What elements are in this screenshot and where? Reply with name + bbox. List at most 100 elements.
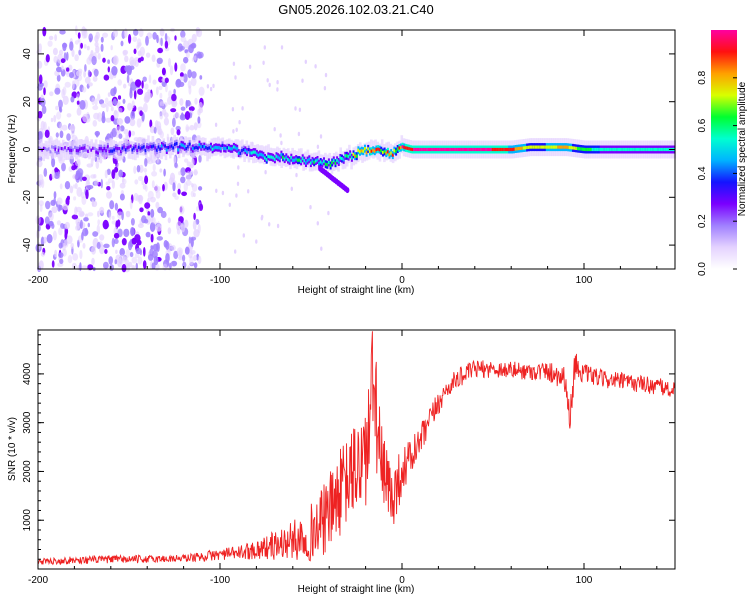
spectrogram-noise-speckle: [156, 57, 163, 64]
spectrogram-noise-speckle: [47, 40, 53, 47]
spectrogram-ridge-core: [503, 147, 506, 152]
spectrogram-ridge-core: [164, 144, 167, 148]
spectrogram-ridge-core: [537, 145, 540, 149]
spectrogram-noise-speckle: [102, 219, 109, 230]
spectrogram-noise-speckle: [263, 45, 266, 50]
spectrogram-ridge-core: [454, 147, 457, 152]
spectrogram-noise-speckle: [105, 103, 109, 113]
spectrogram-noise-speckle: [114, 202, 119, 211]
spectrogram-noise-speckle: [76, 222, 80, 230]
spectrogram-ridge-core: [298, 158, 301, 162]
spectrogram-noise-speckle: [66, 71, 70, 78]
spectrogram-noise-speckle: [76, 93, 80, 100]
spectrogram-ridge-core: [386, 150, 389, 154]
spectrogram-noise-speckle: [99, 206, 105, 214]
spectrogram-ridge-core: [88, 146, 91, 150]
spectrogram-noise-speckle: [93, 68, 99, 77]
spectrogram-noise-speckle: [167, 217, 171, 224]
spectrogram-noise-speckle: [104, 249, 108, 254]
spectrogram-ridge-core: [247, 148, 250, 152]
spectrogram-noise-speckle: [174, 62, 178, 72]
spectrogram-noise-speckle: [74, 182, 78, 190]
spectrogram-ridge-core: [141, 146, 144, 150]
spectrogram-ridge-core: [115, 146, 117, 150]
spectrogram-ridge-core: [129, 144, 132, 148]
spectrogram-noise-speckle: [128, 130, 132, 138]
spectrogram-noise-speckle: [119, 193, 125, 201]
spectrogram-ridge-core: [296, 158, 299, 162]
spectrogram-noise-speckle: [66, 133, 71, 141]
spectrogram-ridge-core: [622, 147, 625, 152]
spectrogram-ridge-core: [329, 163, 332, 168]
spectrogram-noise-speckle: [137, 50, 142, 57]
spectrogram-ridge-core: [228, 146, 230, 150]
spectrogram-noise-speckle: [88, 33, 93, 42]
spectrogram-noise-speckle: [81, 86, 87, 93]
spectrogram-ridge-core: [473, 147, 476, 152]
spectrogram-noise-speckle: [172, 182, 176, 192]
spectrogram-y-label: Frequency (Hz): [7, 115, 18, 184]
spectrogram-ridge-core: [324, 162, 327, 166]
spectrogram-ridge-core: [627, 147, 630, 152]
spectrogram-noise-speckle: [198, 86, 205, 97]
spectrogram-noise-speckle: [117, 257, 122, 268]
spectrogram-noise-speckle: [73, 196, 77, 201]
spectrogram-noise-speckle: [163, 168, 166, 177]
spectrogram-noise-speckle: [142, 183, 147, 190]
spectrogram-ridge-halo: [125, 134, 128, 153]
spectrogram-noise-speckle: [94, 179, 99, 187]
spectrogram-ridge-halo: [317, 150, 321, 169]
spectrogram-ridge-core: [349, 152, 352, 156]
spectrogram-ridge-core: [567, 145, 570, 149]
spectrogram-ridge-core: [544, 145, 547, 149]
spectrogram-noise-speckle: [43, 80, 48, 89]
spectrogram-noise-speckle: [67, 255, 73, 264]
colorbar-tick-label: 0.8: [697, 70, 708, 84]
spectrogram-ridge-core: [554, 145, 556, 149]
spectrogram-ridge-core: [444, 147, 447, 152]
spectrogram-noise-speckle: [191, 71, 197, 79]
spectrogram-ridge-core: [185, 147, 188, 151]
spectrogram-ridge-core: [373, 149, 376, 153]
spectrogram-ridge-core: [314, 159, 317, 163]
spectrogram-noise-speckle: [40, 120, 45, 131]
spectrogram-ridge-core: [303, 159, 306, 163]
spectrogram-noise-speckle: [139, 164, 144, 173]
spectrogram-noise-speckle: [99, 158, 103, 164]
spectrogram-ridge-core: [608, 147, 610, 152]
spectrogram-ridge-core: [231, 147, 234, 151]
spectrogram-ridge-core: [594, 147, 597, 152]
spectrogram-noise-speckle: [130, 110, 136, 121]
spectrogram-noise-speckle: [268, 82, 271, 88]
spectrogram-noise-speckle: [237, 165, 240, 170]
spectrogram-noise-speckle: [143, 102, 148, 113]
spectrogram-ridge-core: [350, 156, 353, 160]
spectrogram-ridge-core: [339, 156, 342, 160]
spectrogram-ridge-core: [331, 160, 334, 165]
spectrogram-ridge-core: [486, 147, 489, 152]
spectrogram-noise-speckle: [124, 116, 131, 124]
spectrogram-ridge-core: [47, 147, 50, 151]
spectrogram-noise-speckle: [137, 223, 144, 229]
spectrogram-noise-speckle: [163, 240, 168, 248]
spectrogram-noise-speckle: [111, 169, 116, 180]
spectrogram-noise-speckle: [107, 100, 114, 107]
spectrogram-noise-speckle: [151, 180, 155, 189]
spectrogram-noise-speckle: [179, 114, 186, 121]
snr-y-label: SNR (10 * v/v): [7, 417, 18, 481]
spectrogram-ridge-core: [309, 161, 312, 165]
spectrogram-noise-speckle: [49, 91, 54, 97]
spectrogram-noise-speckle: [234, 75, 237, 80]
spectrogram-ridge-core: [42, 146, 45, 150]
spectrogram-noise-speckle: [104, 169, 108, 179]
spectrogram-noise-speckle: [301, 78, 304, 83]
spectrogram-noise-speckle: [121, 238, 127, 246]
spectrogram-ridge-core: [154, 146, 157, 150]
spectrogram-noise-speckle: [110, 88, 116, 97]
spectrogram-ridge-core: [39, 147, 42, 151]
spectrogram-noise-speckle: [127, 102, 133, 111]
spectrogram-noise-speckle: [160, 210, 167, 219]
spectrogram-noise-speckle: [62, 42, 68, 49]
spectrogram-noise-speckle: [134, 179, 139, 185]
spectrogram-ridge-core: [621, 147, 624, 152]
